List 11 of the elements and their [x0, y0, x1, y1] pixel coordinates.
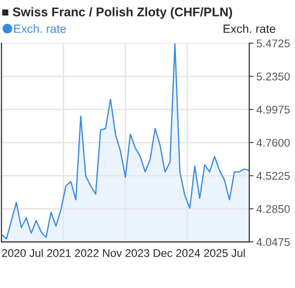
chart-title: ■ Swiss Franc / Polish Zloty (CHF/PLN): [2, 7, 232, 19]
y-tick-label: 4.2850: [256, 205, 290, 213]
y-tick-label: 4.7600: [256, 138, 290, 147]
y-tick-label: 4.9975: [256, 106, 290, 114]
y-tick-label: 4.5225: [256, 172, 290, 180]
y-tick-label: 5.4725: [256, 39, 290, 48]
text: 2020 Jul 2021 2022 Nov 2023 Dec 2024 2025 Jul: [2, 248, 245, 258]
y-tick-label: 5.2350: [256, 72, 290, 80]
y-tick-label: 4.0475: [256, 238, 290, 246]
legend-label: Exch. rate: [14, 24, 66, 33]
y-axis-title: Exch. rate: [224, 24, 276, 33]
